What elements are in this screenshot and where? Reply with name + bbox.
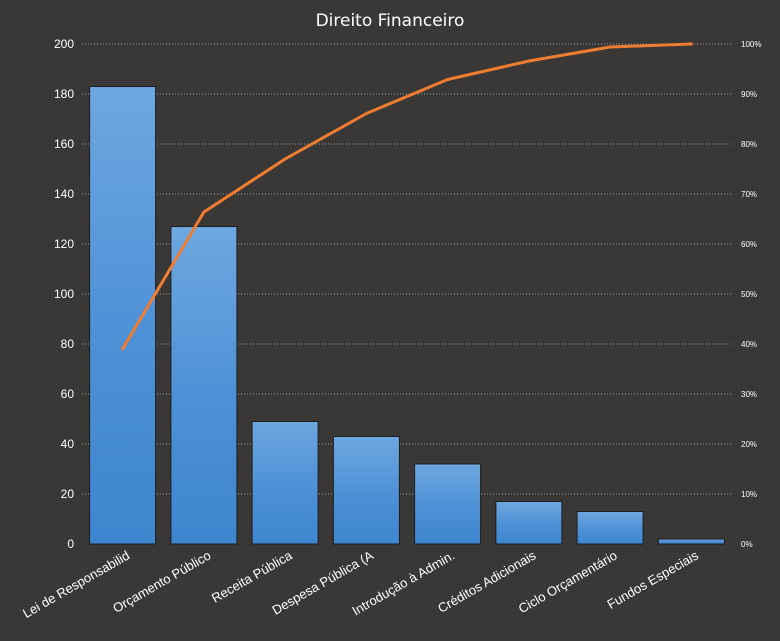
y-axis-ticks: 0 20 40 60 80 100 120 140 160 180 200 bbox=[54, 37, 74, 551]
y2-tick-label: 10% bbox=[741, 490, 757, 499]
bar bbox=[170, 226, 238, 545]
y-tick-label: 40 bbox=[61, 437, 75, 451]
bar bbox=[576, 511, 644, 545]
y2-tick-label: 70% bbox=[741, 190, 757, 199]
y-tick-label: 120 bbox=[54, 237, 74, 251]
y-tick-label: 200 bbox=[54, 37, 74, 51]
y-tick-label: 20 bbox=[61, 487, 75, 501]
y-tick-label: 80 bbox=[61, 337, 75, 351]
y2-tick-label: 90% bbox=[741, 90, 757, 99]
y2-tick-label: 50% bbox=[741, 290, 757, 299]
y-tick-label: 160 bbox=[54, 137, 74, 151]
y-tick-label: 0 bbox=[67, 537, 74, 551]
cumulative-line-path bbox=[121, 42, 693, 351]
y2-tick-label: 60% bbox=[741, 240, 757, 249]
y-tick-label: 100 bbox=[54, 287, 74, 301]
bar bbox=[89, 86, 157, 545]
y2-tick-label: 0% bbox=[741, 540, 753, 549]
bars bbox=[89, 86, 725, 545]
bar bbox=[657, 538, 725, 545]
y-tick-label: 140 bbox=[54, 187, 74, 201]
y2-tick-label: 20% bbox=[741, 440, 757, 449]
cumulative-line bbox=[121, 42, 693, 351]
y2-tick-label: 80% bbox=[741, 140, 757, 149]
x-tick-label: Fundos Especiais bbox=[604, 547, 701, 612]
bar bbox=[495, 501, 563, 545]
y2-tick-label: 30% bbox=[741, 390, 757, 399]
bar bbox=[414, 463, 482, 545]
y-tick-label: 60 bbox=[61, 387, 75, 401]
y2-tick-label: 100% bbox=[741, 40, 761, 49]
y2-tick-label: 40% bbox=[741, 340, 757, 349]
bar bbox=[332, 436, 400, 545]
y-tick-label: 180 bbox=[54, 87, 74, 101]
chart-title: Direito Financeiro bbox=[316, 11, 465, 31]
bar bbox=[251, 421, 319, 545]
y2-axis-ticks: 0% 10% 20% 30% 40% 50% 60% 70% 80% 90% 100% bbox=[741, 40, 761, 549]
